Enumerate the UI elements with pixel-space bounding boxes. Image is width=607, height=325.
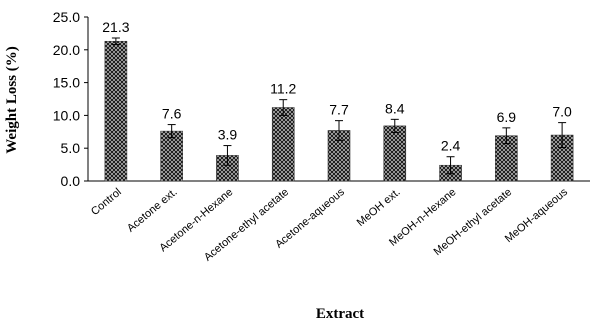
data-label: 3.9 [218,127,238,143]
data-label: 7.7 [329,102,349,118]
y-tick-label: 25.0 [53,9,80,25]
x-tick-label: MeOH ext. [355,186,403,229]
data-label: 8.4 [385,100,405,116]
y-tick-label: 0.0 [61,173,81,189]
bar [271,107,295,182]
data-label: 21.3 [102,19,129,35]
y-tick-label: 15.0 [53,75,80,91]
bar [383,125,407,182]
bar [160,130,183,182]
data-label: 11.2 [270,81,296,97]
bar [104,40,128,182]
x-axis-title: Extract [316,306,364,322]
y-tick-label: 20.0 [53,42,80,58]
data-label: 2.4 [441,138,461,154]
y-axis-title: Weight Loss (%) [4,46,20,154]
x-tick-label: Control [89,186,124,218]
data-label: 6.9 [497,109,517,125]
data-label: 7.6 [162,106,182,122]
x-tick-label: Acetone ext. [125,186,180,235]
data-label: 7.0 [552,104,572,120]
y-tick-label: 5.0 [61,140,81,156]
y-tick-label: 10.0 [53,107,80,123]
